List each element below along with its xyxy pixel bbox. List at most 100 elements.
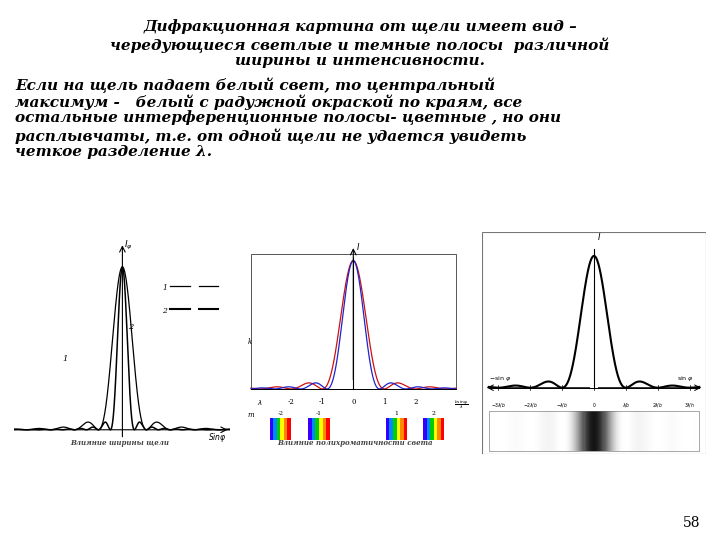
Bar: [508, 411, 509, 451]
Bar: [519, 411, 521, 451]
Bar: [323, 418, 326, 440]
Bar: [549, 411, 550, 451]
Bar: [603, 411, 605, 451]
Bar: [509, 411, 510, 451]
Bar: [587, 411, 588, 451]
Bar: [500, 411, 501, 451]
Bar: [489, 411, 699, 451]
Bar: [393, 418, 397, 440]
Bar: [553, 411, 554, 451]
Bar: [630, 411, 631, 451]
Bar: [535, 411, 536, 451]
Text: максимум -   белый с радужной окраской по краям, все: максимум - белый с радужной окраской по …: [15, 94, 522, 110]
Bar: [688, 411, 689, 451]
Bar: [649, 411, 651, 451]
Bar: [598, 411, 599, 451]
Bar: [517, 411, 518, 451]
Text: Если на щель падает белый свет, то центральный: Если на щель падает белый свет, то центр…: [15, 77, 495, 92]
Bar: [516, 411, 517, 451]
Bar: [639, 411, 640, 451]
Bar: [685, 411, 687, 451]
Text: 2: 2: [128, 323, 134, 331]
Bar: [605, 411, 606, 451]
Bar: [541, 411, 542, 451]
Bar: [663, 411, 665, 451]
Text: -2: -2: [277, 411, 284, 416]
Text: $-2\lambda\!/b$: $-2\lambda\!/b$: [523, 401, 538, 409]
Bar: [694, 411, 695, 451]
Bar: [581, 411, 582, 451]
Bar: [498, 411, 499, 451]
Bar: [677, 411, 678, 451]
Text: $0$: $0$: [592, 401, 596, 409]
Bar: [386, 418, 390, 440]
Bar: [251, 254, 456, 389]
Bar: [397, 418, 400, 440]
Bar: [566, 411, 567, 451]
Bar: [624, 411, 626, 451]
Bar: [312, 418, 315, 440]
Bar: [675, 411, 676, 451]
Bar: [308, 418, 312, 440]
Bar: [615, 411, 616, 451]
Bar: [492, 411, 493, 451]
Bar: [571, 411, 572, 451]
Bar: [633, 411, 634, 451]
Bar: [679, 411, 680, 451]
Bar: [554, 411, 555, 451]
Bar: [544, 411, 546, 451]
Bar: [548, 411, 549, 451]
Bar: [592, 411, 593, 451]
Text: $-\lambda\!/b$: $-\lambda\!/b$: [556, 401, 568, 409]
Bar: [530, 411, 531, 451]
Bar: [672, 411, 673, 451]
Text: $I$: $I$: [597, 231, 601, 242]
Text: Влияние полихроматичности света: Влияние полихроматичности света: [277, 439, 433, 447]
Bar: [590, 411, 591, 451]
Bar: [552, 411, 553, 451]
Bar: [560, 411, 562, 451]
Bar: [658, 411, 660, 451]
Bar: [588, 411, 589, 451]
Bar: [427, 418, 430, 440]
Bar: [648, 411, 649, 451]
Bar: [499, 411, 500, 451]
Bar: [681, 411, 683, 451]
Text: остальные интерференционные полосы- цветные , но они: остальные интерференционные полосы- цвет…: [15, 111, 561, 126]
Bar: [667, 411, 669, 451]
Bar: [575, 411, 576, 451]
Bar: [662, 411, 663, 451]
Bar: [622, 411, 624, 451]
Bar: [637, 411, 638, 451]
Text: Влияние ширины щели: Влияние ширины щели: [71, 439, 169, 447]
Bar: [572, 411, 573, 451]
Bar: [618, 411, 619, 451]
Bar: [525, 411, 526, 451]
Bar: [501, 411, 503, 451]
Bar: [698, 411, 699, 451]
Bar: [528, 411, 530, 451]
Text: 2: 2: [413, 398, 418, 406]
Bar: [600, 411, 601, 451]
Text: $\lambda$: $\lambda$: [258, 398, 264, 407]
Bar: [653, 411, 654, 451]
Bar: [593, 411, 594, 451]
Text: $-3\lambda\!/b$: $-3\lambda\!/b$: [491, 401, 506, 409]
Bar: [513, 411, 514, 451]
Bar: [507, 411, 508, 451]
Bar: [531, 411, 532, 451]
Text: $\frac{b\sin\psi}{\lambda}$: $\frac{b\sin\psi}{\lambda}$: [454, 398, 469, 410]
Bar: [657, 411, 658, 451]
Text: $\sin\,\varphi$: $\sin\,\varphi$: [677, 374, 694, 383]
Bar: [495, 411, 496, 451]
Bar: [273, 418, 276, 440]
Bar: [676, 411, 677, 451]
Bar: [284, 418, 287, 440]
Text: k: k: [248, 338, 252, 346]
Bar: [660, 411, 662, 451]
Bar: [569, 411, 570, 451]
Bar: [574, 411, 575, 451]
Bar: [594, 411, 595, 451]
Text: $-\sin\,\varphi$: $-\sin\,\varphi$: [489, 374, 511, 383]
Text: 2: 2: [432, 411, 436, 416]
